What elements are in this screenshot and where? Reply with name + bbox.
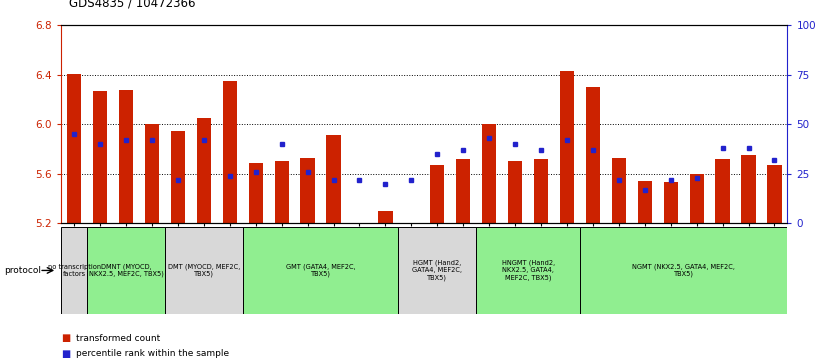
Bar [242, 227, 398, 314]
Bar [586, 87, 600, 223]
Bar [93, 91, 107, 223]
Bar [145, 125, 159, 223]
Text: protocol: protocol [4, 266, 41, 275]
Bar [767, 165, 782, 223]
Text: no transcription
factors: no transcription factors [47, 264, 100, 277]
Bar [67, 74, 82, 223]
Bar [165, 227, 243, 314]
Bar [223, 81, 237, 223]
Text: GDS4835 / 10472366: GDS4835 / 10472366 [69, 0, 196, 9]
Text: ■: ■ [61, 349, 70, 359]
Text: percentile rank within the sample: percentile rank within the sample [76, 350, 229, 358]
Bar [197, 118, 211, 223]
Bar [716, 159, 730, 223]
Bar [637, 181, 652, 223]
Bar [456, 159, 470, 223]
Bar [87, 227, 165, 314]
Bar [742, 155, 756, 223]
Bar [398, 227, 477, 314]
Bar [274, 162, 289, 223]
Bar [690, 174, 703, 223]
Bar [580, 227, 787, 314]
Bar [612, 158, 626, 223]
Text: HGMT (Hand2,
GATA4, MEF2C,
TBX5): HGMT (Hand2, GATA4, MEF2C, TBX5) [412, 260, 463, 281]
Bar [326, 135, 340, 223]
Text: HNGMT (Hand2,
NKX2.5, GATA4,
MEF2C, TBX5): HNGMT (Hand2, NKX2.5, GATA4, MEF2C, TBX5… [502, 260, 555, 281]
Bar [430, 165, 445, 223]
Bar [560, 71, 574, 223]
Bar [663, 183, 678, 223]
Bar [508, 162, 522, 223]
Bar [171, 131, 185, 223]
Text: NGMT (NKX2.5, GATA4, MEF2C,
TBX5): NGMT (NKX2.5, GATA4, MEF2C, TBX5) [632, 264, 735, 277]
Bar [119, 90, 133, 223]
Text: ■: ■ [61, 333, 70, 343]
Bar [534, 159, 548, 223]
Text: GMT (GATA4, MEF2C,
TBX5): GMT (GATA4, MEF2C, TBX5) [286, 264, 356, 277]
Bar [61, 227, 87, 314]
Bar [477, 227, 580, 314]
Bar [249, 163, 263, 223]
Bar [300, 158, 315, 223]
Text: transformed count: transformed count [76, 334, 160, 343]
Text: DMNT (MYOCD,
NKX2.5, MEF2C, TBX5): DMNT (MYOCD, NKX2.5, MEF2C, TBX5) [89, 264, 163, 277]
Bar [482, 125, 496, 223]
Text: DMT (MYOCD, MEF2C,
TBX5): DMT (MYOCD, MEF2C, TBX5) [168, 264, 240, 277]
Bar [404, 223, 419, 233]
Bar [379, 211, 392, 223]
